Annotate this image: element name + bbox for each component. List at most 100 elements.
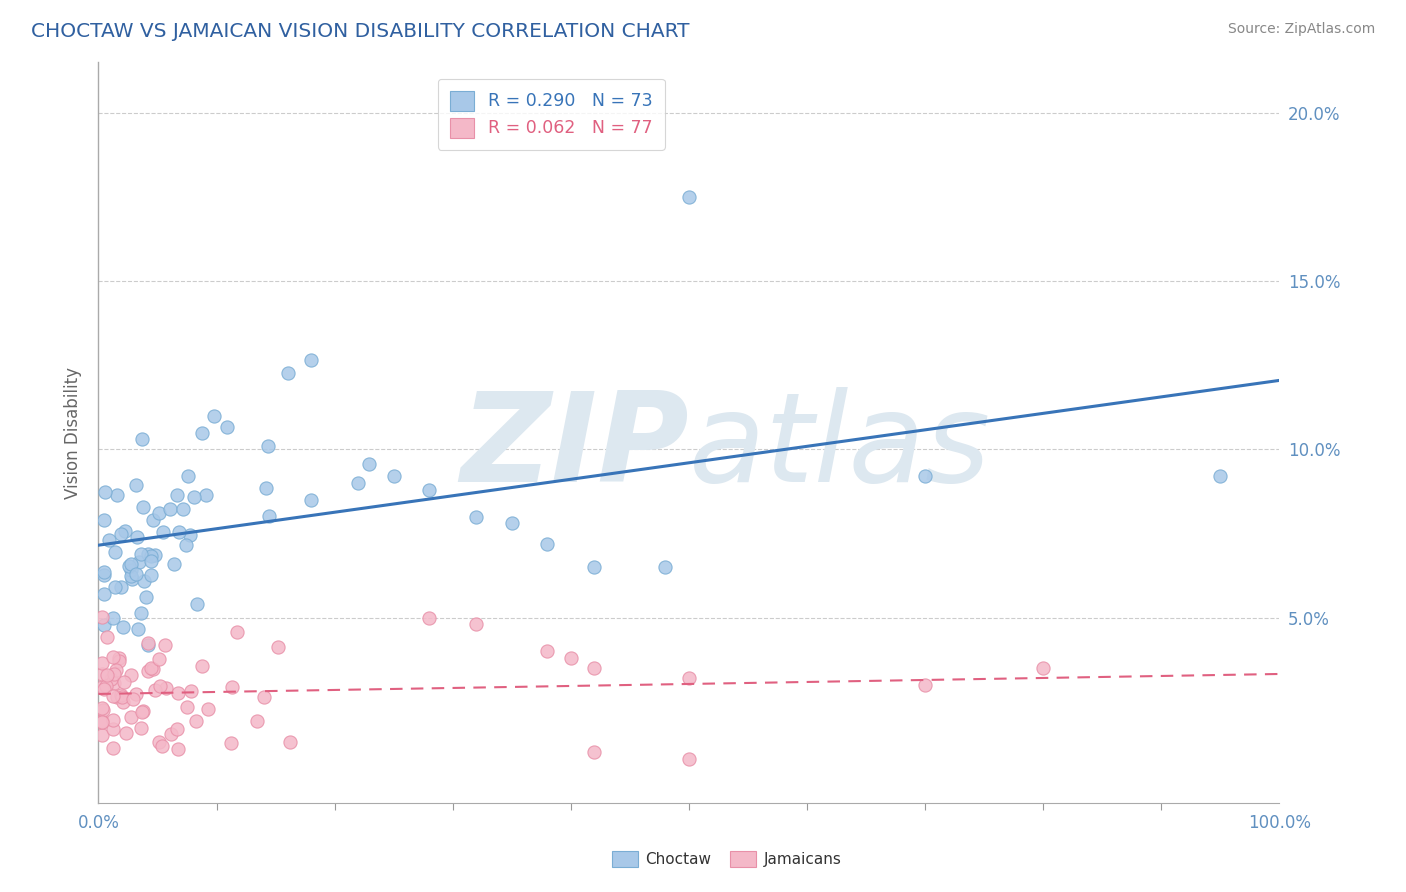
Text: Choctaw: Choctaw xyxy=(645,852,711,866)
Point xyxy=(91,703,114,717)
Point xyxy=(120,709,142,723)
Point xyxy=(120,564,142,578)
Point xyxy=(148,735,170,749)
Point xyxy=(217,419,239,434)
Point xyxy=(163,557,186,571)
Point xyxy=(347,476,370,491)
Point xyxy=(166,742,188,756)
Point xyxy=(118,558,141,573)
Point xyxy=(583,661,606,675)
Point xyxy=(91,610,114,624)
Point xyxy=(103,676,125,690)
Point xyxy=(141,661,163,675)
Point xyxy=(299,353,322,368)
Point xyxy=(101,610,124,624)
Point xyxy=(91,680,114,694)
Point xyxy=(125,567,148,582)
Point xyxy=(103,667,125,681)
Point xyxy=(132,704,155,718)
Point xyxy=(103,649,125,664)
Point xyxy=(105,488,128,502)
Point xyxy=(96,668,118,682)
Point xyxy=(91,715,114,730)
Point xyxy=(536,644,558,658)
Point xyxy=(129,606,152,620)
Point xyxy=(678,190,700,204)
Point xyxy=(160,726,183,740)
Point xyxy=(465,509,488,524)
Point xyxy=(122,691,145,706)
Point xyxy=(177,469,200,483)
Point xyxy=(150,739,173,753)
Point xyxy=(111,690,134,704)
Point xyxy=(120,569,142,583)
Point xyxy=(125,687,148,701)
FancyBboxPatch shape xyxy=(612,851,638,867)
Point xyxy=(142,513,165,527)
Point xyxy=(125,478,148,492)
Point xyxy=(93,567,115,582)
Point xyxy=(382,469,405,483)
Point xyxy=(108,654,131,668)
Point xyxy=(110,688,132,702)
Point xyxy=(267,640,290,655)
Point xyxy=(93,565,115,579)
Point xyxy=(299,492,322,507)
Point xyxy=(148,652,170,666)
Point xyxy=(179,528,201,542)
Point xyxy=(166,723,188,737)
Point xyxy=(225,625,247,640)
Point xyxy=(96,680,118,694)
Point xyxy=(91,714,114,728)
Point xyxy=(136,547,159,561)
Point xyxy=(184,714,207,728)
Point xyxy=(93,513,115,527)
Point xyxy=(111,620,134,634)
Text: atlas: atlas xyxy=(689,387,991,508)
Point xyxy=(93,682,115,697)
Point xyxy=(91,714,114,729)
Point xyxy=(172,501,194,516)
Point xyxy=(121,572,143,586)
Point xyxy=(112,694,135,708)
Point xyxy=(191,658,214,673)
Point xyxy=(104,580,127,594)
Point xyxy=(110,580,132,594)
Point xyxy=(91,667,114,681)
Point xyxy=(139,568,162,582)
Point xyxy=(536,536,558,550)
Point xyxy=(155,681,177,696)
Point xyxy=(253,690,276,704)
Legend: R = 0.290   N = 73, R = 0.062   N = 77: R = 0.290 N = 73, R = 0.062 N = 77 xyxy=(437,78,665,150)
Point xyxy=(104,663,127,677)
Text: CHOCTAW VS JAMAICAN VISION DISABILITY CORRELATION CHART: CHOCTAW VS JAMAICAN VISION DISABILITY CO… xyxy=(31,22,689,41)
Point xyxy=(110,526,132,541)
Point xyxy=(159,501,181,516)
Point xyxy=(105,690,128,704)
Point xyxy=(114,524,136,539)
Point xyxy=(148,507,170,521)
Point xyxy=(136,636,159,650)
Point xyxy=(914,678,936,692)
Point xyxy=(194,488,217,502)
Point xyxy=(176,700,198,714)
Point xyxy=(142,662,165,676)
Point xyxy=(418,483,440,497)
Point xyxy=(129,547,152,561)
Point xyxy=(143,682,166,697)
Point xyxy=(257,508,280,523)
Text: ZIP: ZIP xyxy=(460,387,689,508)
Point xyxy=(135,590,157,604)
Point xyxy=(153,638,176,652)
Point xyxy=(91,656,114,670)
Point xyxy=(127,530,149,544)
Point xyxy=(583,560,606,574)
Point xyxy=(94,485,117,500)
Point xyxy=(166,488,188,502)
Point xyxy=(246,714,269,728)
Point xyxy=(103,713,125,727)
Point xyxy=(103,722,125,736)
Point xyxy=(134,574,156,588)
Point xyxy=(112,675,135,690)
Point xyxy=(120,667,142,681)
